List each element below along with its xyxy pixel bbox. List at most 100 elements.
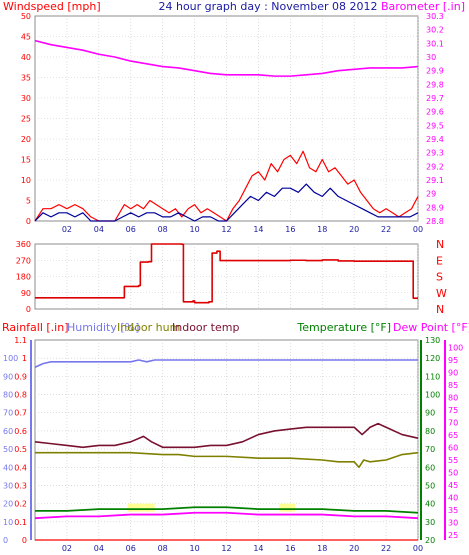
wind-x-tick-label: 00 (413, 225, 423, 234)
temperature-tick-label: 130 (425, 336, 440, 345)
direction-compass-tick-label: E (436, 254, 443, 267)
wind-x-tick-label: 22 (381, 225, 391, 234)
rainfall-tick-label: 0.6 (14, 427, 27, 436)
barometer-line (34, 39, 419, 77)
dew-point-line (34, 511, 419, 520)
barometer-tick-label: 30.3 (426, 12, 444, 21)
barometer-tick-label: 29.7 (426, 94, 444, 103)
humidity-tick-label: 20 (3, 500, 13, 509)
temperature-x-tick-label: 20 (349, 544, 359, 553)
humidity-tick-label: 10 (3, 518, 13, 527)
barometer-tick-label: 29.5 (426, 121, 444, 130)
dew-point-tick-label: 80 (448, 394, 458, 403)
temperature-x-tick-label: 10 (189, 544, 199, 553)
wind-x-tick-label: 16 (285, 225, 295, 234)
barometer-tick-label: 29.2 (426, 162, 444, 171)
rainfall-tick-label: 0.5 (14, 445, 27, 454)
temperature-tick-label: 30 (425, 518, 435, 527)
temperature-tick-label: 20 (425, 536, 435, 545)
windspeed-tick-label: 20 (21, 135, 31, 144)
indoor-hum-legend-label: Indoor hum (117, 321, 180, 334)
humidity-tick-label: 100 (3, 354, 18, 363)
windspeed-tick-label: 35 (21, 74, 31, 83)
humidity-legend-label: Humidity [%] (67, 321, 139, 334)
dew-point-tick-label: 75 (448, 406, 458, 415)
wind-x-tick-label: 14 (253, 225, 263, 234)
direction-degree-tick-label: 270 (16, 256, 31, 265)
temperature-x-tick-label: 08 (158, 544, 168, 553)
rainfall-tick-label: 0.4 (14, 463, 27, 472)
wind-x-tick-label: 12 (221, 225, 231, 234)
humidity-tick-label: 40 (3, 463, 13, 472)
humidity-tick-label: 30 (3, 481, 13, 490)
windspeed-tick-label: 45 (21, 33, 31, 42)
rainfall-tick-label: 0.9 (14, 372, 27, 381)
temperature-tick-label: 100 (425, 391, 440, 400)
temperature-x-tick-label: 14 (253, 544, 263, 553)
temperature-tick-label: 70 (425, 445, 435, 454)
windspeed-tick-label: 0 (26, 217, 31, 226)
temperature-tick-label: 90 (425, 409, 435, 418)
wind-x-tick-label: 18 (317, 225, 327, 234)
temperature-x-tick-label: 18 (317, 544, 327, 553)
wind-x-tick-label: 02 (62, 225, 72, 234)
temperature-x-tick-label: 16 (285, 544, 295, 553)
windspeed-axis-title: Windspeed [mph] (3, 0, 101, 13)
dew-point-tick-label: 45 (448, 481, 458, 490)
wind-direction-line (35, 243, 418, 304)
direction-compass-tick-label: N (436, 238, 444, 251)
wind-x-tick-label: 20 (349, 225, 359, 234)
direction-degree-tick-label: 90 (21, 289, 31, 298)
windspeed-tick-label: 15 (21, 156, 31, 165)
windspeed-tick-label: 50 (21, 12, 31, 21)
dew-point-tick-label: 30 (448, 519, 458, 528)
daylight-highlight (279, 503, 296, 512)
temperature-x-tick-label: 06 (126, 544, 136, 553)
barometer-axis-title: Barometer [.in] (381, 0, 465, 13)
windspeed-tick-label: 25 (21, 115, 31, 124)
barometer-tick-label: 29.9 (426, 67, 444, 76)
indoor-humidity-line (35, 451, 419, 469)
barometer-tick-label: 29.1 (426, 176, 444, 185)
rainfall-tick-label: 0.7 (14, 409, 27, 418)
dew-point-tick-label: 35 (448, 506, 458, 515)
dew-point-tick-label: 40 (448, 494, 458, 503)
direction-compass-tick-label: S (436, 271, 443, 284)
temperature-x-tick-label: 12 (221, 544, 231, 553)
barometer-tick-label: 29.4 (426, 135, 444, 144)
wind-x-tick-label: 06 (126, 225, 136, 234)
wind-x-tick-label: 10 (189, 225, 199, 234)
humidity-tick-label: 70 (3, 409, 13, 418)
temperature-axis-title: Temperature [°F] (296, 321, 391, 334)
temperature-x-tick-label: 02 (62, 544, 72, 553)
barometer-tick-label: 29.6 (426, 108, 444, 117)
temperature-tick-label: 110 (425, 372, 440, 381)
rainfall-tick-label: 1 (22, 354, 27, 363)
wind-gust-line (34, 150, 419, 222)
dew-point-tick-label: 65 (448, 431, 458, 440)
barometer-tick-label: 29 (426, 190, 436, 199)
rainfall-tick-label: 0 (22, 536, 27, 545)
humidity-tick-label: 90 (3, 372, 13, 381)
wind-average-line (34, 183, 419, 222)
temperature-tick-label: 40 (425, 500, 435, 509)
humidity-tick-label: 80 (3, 391, 13, 400)
dew-point-tick-label: 50 (448, 469, 458, 478)
dew-point-tick-label: 60 (448, 444, 458, 453)
direction-degree-tick-label: 0 (26, 305, 31, 314)
windspeed-tick-label: 40 (21, 53, 31, 62)
rainfall-tick-label: 1.1 (14, 336, 27, 345)
humidity-line (34, 359, 418, 369)
direction-degree-tick-label: 180 (16, 273, 31, 282)
temperature-tick-label: 80 (425, 427, 435, 436)
temperature-x-tick-label: 04 (94, 544, 104, 553)
windspeed-tick-label: 10 (21, 176, 31, 185)
barometer-tick-label: 29.8 (426, 80, 444, 89)
dew-point-tick-label: 95 (448, 356, 458, 365)
direction-degree-tick-label: 360 (16, 240, 31, 249)
windspeed-tick-label: 5 (26, 197, 31, 206)
dew-point-tick-label: 100 (448, 344, 463, 353)
barometer-tick-label: 30.2 (426, 26, 444, 35)
